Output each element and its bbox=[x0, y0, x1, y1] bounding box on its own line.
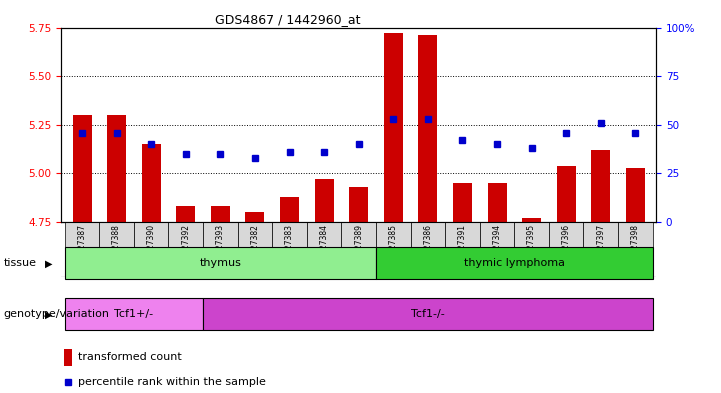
Text: percentile rank within the sample: percentile rank within the sample bbox=[78, 377, 265, 387]
Bar bbox=[591, 150, 610, 222]
Text: transformed count: transformed count bbox=[78, 352, 182, 362]
Bar bbox=[176, 206, 195, 222]
Text: ▶: ▶ bbox=[45, 309, 53, 320]
Text: GSM1327385: GSM1327385 bbox=[389, 224, 398, 275]
Text: Tcf1+/-: Tcf1+/- bbox=[115, 309, 154, 320]
Text: GSM1327393: GSM1327393 bbox=[216, 224, 225, 275]
Title: GDS4867 / 1442960_at: GDS4867 / 1442960_at bbox=[215, 13, 360, 26]
FancyBboxPatch shape bbox=[376, 248, 653, 279]
Text: tissue: tissue bbox=[4, 258, 37, 268]
FancyBboxPatch shape bbox=[307, 222, 342, 277]
Bar bbox=[453, 183, 472, 222]
FancyBboxPatch shape bbox=[65, 248, 376, 279]
Bar bbox=[384, 33, 403, 222]
Text: GSM1327387: GSM1327387 bbox=[78, 224, 87, 275]
Text: GSM1327394: GSM1327394 bbox=[492, 224, 502, 275]
Text: GSM1327395: GSM1327395 bbox=[527, 224, 536, 275]
Bar bbox=[314, 179, 334, 222]
FancyBboxPatch shape bbox=[238, 222, 273, 277]
Text: ▶: ▶ bbox=[45, 258, 53, 268]
Text: genotype/variation: genotype/variation bbox=[4, 309, 110, 320]
Bar bbox=[349, 187, 368, 222]
Text: GSM1327398: GSM1327398 bbox=[631, 224, 640, 275]
Text: Tcf1-/-: Tcf1-/- bbox=[411, 309, 445, 320]
FancyBboxPatch shape bbox=[583, 222, 618, 277]
FancyBboxPatch shape bbox=[342, 222, 376, 277]
FancyBboxPatch shape bbox=[479, 222, 514, 277]
FancyBboxPatch shape bbox=[273, 222, 307, 277]
FancyBboxPatch shape bbox=[169, 222, 203, 277]
Text: GSM1327391: GSM1327391 bbox=[458, 224, 467, 275]
Text: GSM1327390: GSM1327390 bbox=[146, 224, 156, 275]
FancyBboxPatch shape bbox=[203, 222, 238, 277]
FancyBboxPatch shape bbox=[376, 222, 410, 277]
FancyBboxPatch shape bbox=[618, 222, 653, 277]
Text: GSM1327384: GSM1327384 bbox=[319, 224, 329, 275]
Bar bbox=[626, 167, 645, 222]
Text: GSM1327386: GSM1327386 bbox=[423, 224, 433, 275]
Bar bbox=[142, 144, 161, 222]
Text: GSM1327383: GSM1327383 bbox=[285, 224, 294, 275]
Bar bbox=[211, 206, 230, 222]
Text: GSM1327392: GSM1327392 bbox=[181, 224, 190, 275]
Text: thymus: thymus bbox=[200, 258, 242, 268]
Text: GSM1327389: GSM1327389 bbox=[354, 224, 363, 275]
Text: thymic lymphoma: thymic lymphoma bbox=[464, 258, 565, 268]
FancyBboxPatch shape bbox=[549, 222, 583, 277]
FancyBboxPatch shape bbox=[65, 222, 99, 277]
Bar bbox=[280, 197, 299, 222]
Bar bbox=[64, 349, 71, 366]
Bar bbox=[73, 115, 92, 222]
FancyBboxPatch shape bbox=[514, 222, 549, 277]
FancyBboxPatch shape bbox=[410, 222, 445, 277]
Bar bbox=[107, 115, 126, 222]
Bar bbox=[245, 212, 265, 222]
FancyBboxPatch shape bbox=[203, 299, 653, 330]
Text: GSM1327396: GSM1327396 bbox=[562, 224, 571, 275]
Text: GSM1327397: GSM1327397 bbox=[596, 224, 605, 275]
FancyBboxPatch shape bbox=[65, 299, 203, 330]
Text: GSM1327388: GSM1327388 bbox=[112, 224, 121, 275]
FancyBboxPatch shape bbox=[445, 222, 479, 277]
FancyBboxPatch shape bbox=[99, 222, 134, 277]
Bar bbox=[487, 183, 507, 222]
Bar bbox=[522, 218, 541, 222]
Bar bbox=[418, 35, 438, 222]
Bar bbox=[557, 165, 575, 222]
FancyBboxPatch shape bbox=[134, 222, 169, 277]
Text: GSM1327382: GSM1327382 bbox=[250, 224, 260, 275]
